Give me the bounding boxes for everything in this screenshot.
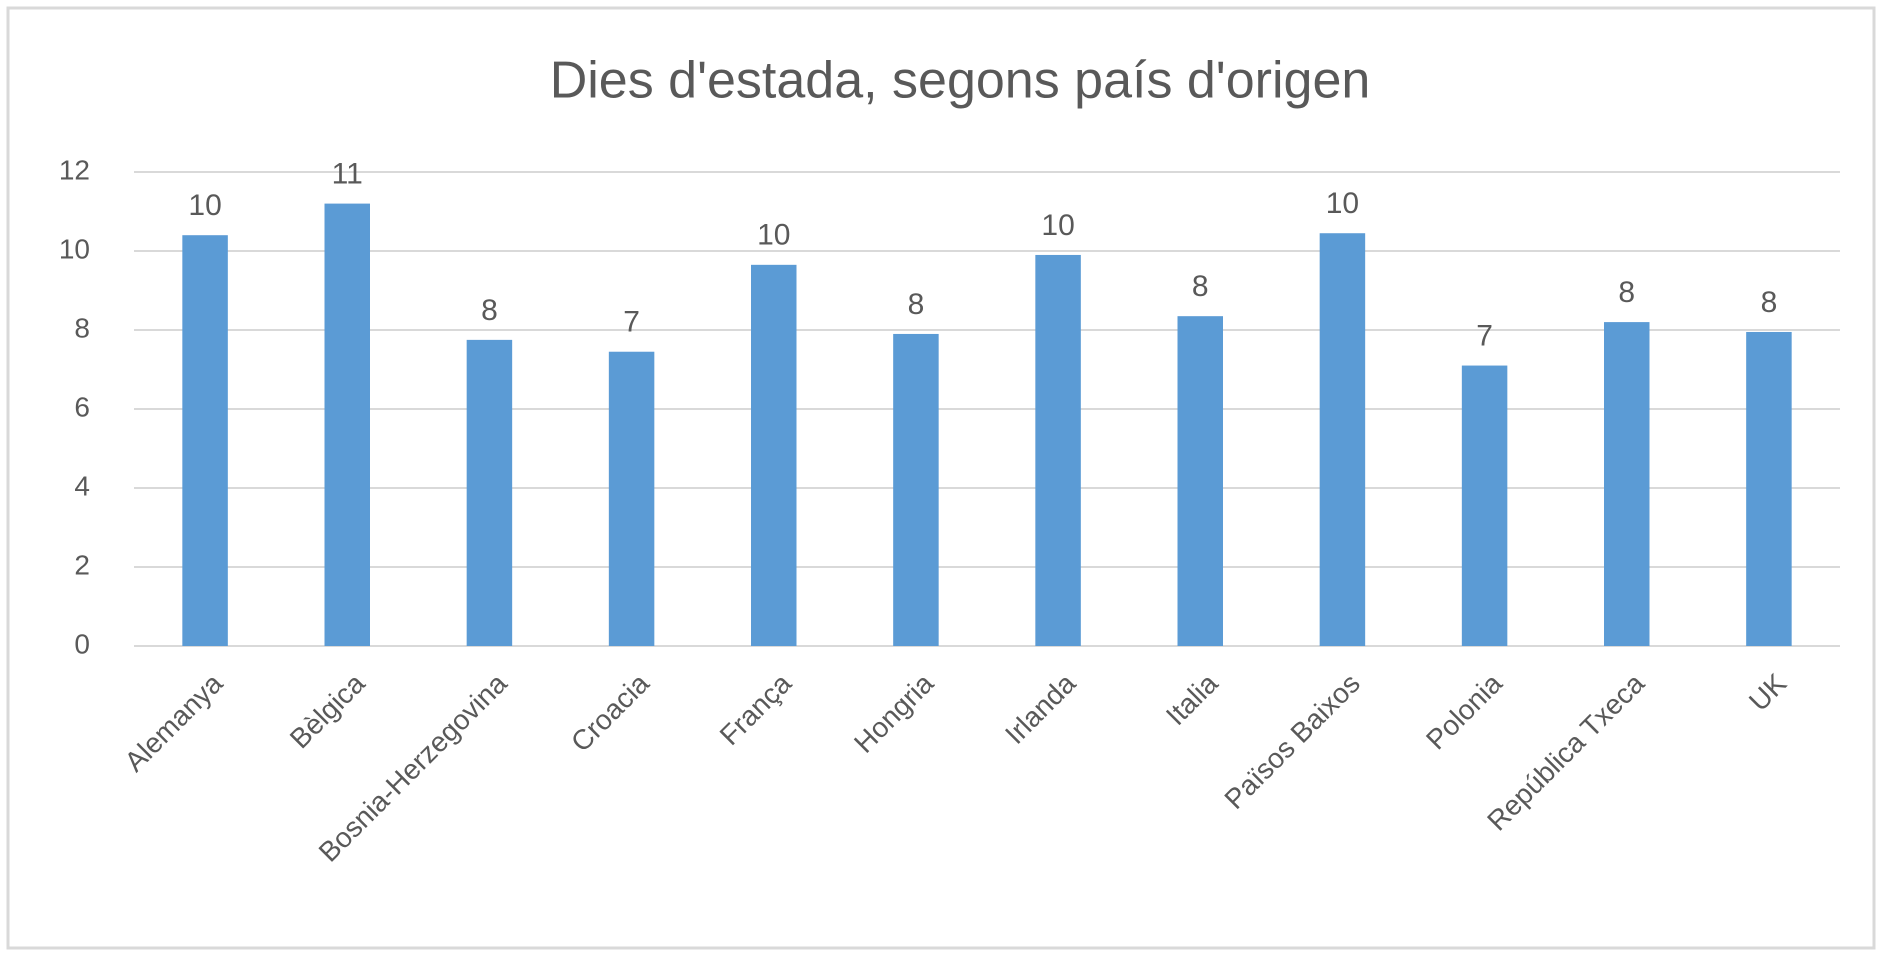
bar (608, 351, 655, 646)
y-tick-label: 10 (59, 233, 90, 264)
value-label: 8 (1618, 276, 1635, 309)
bar (1319, 233, 1366, 646)
y-tick-label: 4 (74, 470, 90, 501)
bar (751, 264, 797, 646)
value-label: 10 (1326, 187, 1359, 220)
bar (1746, 331, 1792, 646)
value-label: 8 (908, 288, 925, 321)
bar (1177, 316, 1223, 646)
y-tick-label: 0 (74, 628, 90, 659)
bar (466, 339, 513, 646)
value-label: 8 (1761, 286, 1778, 319)
y-tick-label: 8 (74, 312, 90, 343)
bar (1461, 365, 1508, 646)
value-label: 8 (481, 294, 498, 327)
value-label: 10 (1041, 209, 1074, 242)
y-tick-label: 2 (74, 549, 90, 580)
value-label: 10 (188, 189, 221, 222)
y-tick-label: 6 (74, 391, 90, 422)
chart-title: Dies d'estada, segons país d'origen (550, 52, 1371, 110)
bar (182, 235, 228, 646)
value-label: 10 (757, 219, 790, 252)
value-label: 7 (623, 306, 640, 339)
value-label: 11 (332, 158, 363, 191)
value-label: 7 (1476, 319, 1493, 352)
bar (893, 333, 939, 646)
bar (1604, 322, 1650, 646)
chart-frame (6, 6, 1876, 950)
bar (1035, 254, 1081, 646)
y-tick-label: 12 (59, 154, 90, 185)
bar (324, 203, 370, 646)
value-label: 8 (1192, 270, 1209, 303)
